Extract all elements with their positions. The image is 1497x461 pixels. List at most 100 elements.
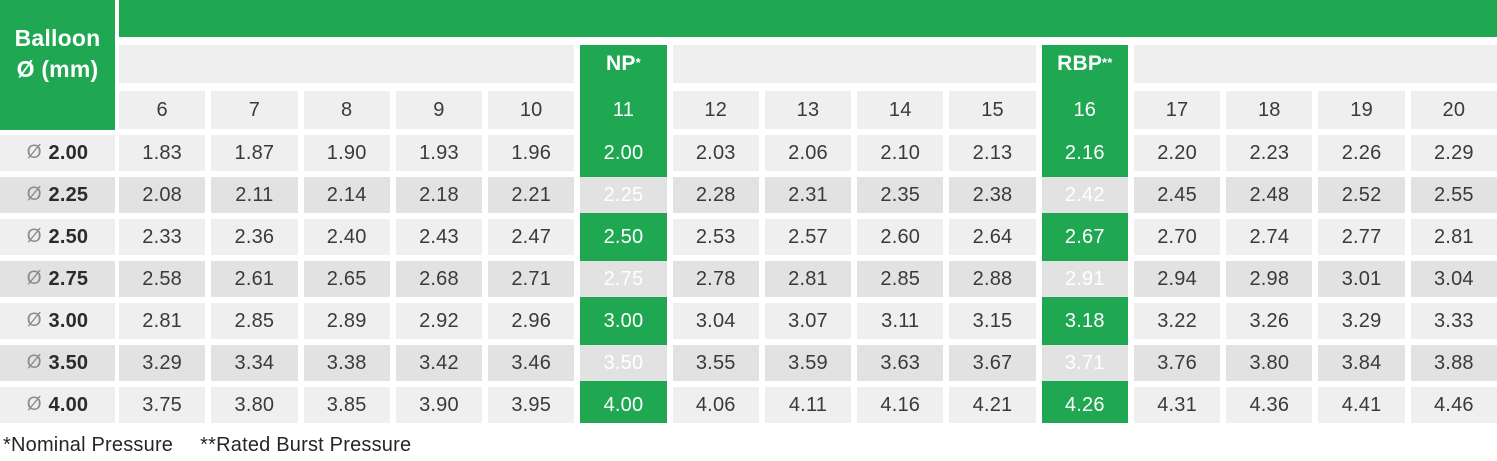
pressure-cell: 2.65 (303, 261, 390, 297)
pressure-cell: 4.31 (1133, 387, 1221, 423)
pressure-cell: 2.33 (119, 219, 206, 255)
pressure-cell-highlighted: 2.00 (603, 141, 644, 164)
pressure-cell: 4.06 (672, 387, 759, 423)
pressure-cell-highlighted: 3.00 (603, 309, 644, 332)
pressure-cell: 2.13 (949, 135, 1036, 171)
pressure-cell: 2.81 (1410, 219, 1497, 255)
pressure-cell-highlighted: 2.42 (1041, 177, 1128, 213)
pressure-cell: 3.85 (303, 387, 390, 423)
table-row: 2.33 2.36 2.40 2.43 2.47 2.50 2.53 2.57 2.60 2.64… (119, 219, 1497, 255)
diameter-symbol: Ø (26, 184, 42, 205)
pressure-cell: 3.80 (211, 387, 298, 423)
pressure-cell: 3.67 (949, 345, 1036, 381)
pressure-cell: 2.53 (672, 219, 759, 255)
pressure-cell: 3.42 (395, 345, 483, 381)
diameter-symbol: Ø (26, 352, 42, 373)
pressure-cell: 3.59 (764, 345, 852, 381)
pressure-cell-highlighted: 3.71 (1041, 345, 1128, 381)
pressure-cell: 3.33 (1410, 303, 1497, 339)
pressure-cell: 4.11 (764, 387, 852, 423)
diameter-value: 2.50 (48, 225, 89, 248)
row-label: Ø 3.50 (0, 345, 115, 381)
pressure-header-cell: 19 (1318, 91, 1405, 129)
pressure-cell: 2.89 (303, 303, 390, 339)
pressure-header-cell: 20 (1410, 91, 1497, 129)
pressure-cell: 2.61 (211, 261, 298, 297)
diameter-symbol: Ø (26, 142, 42, 163)
pressure-cell: 2.70 (1133, 219, 1221, 255)
pressure-cell: 3.55 (672, 345, 759, 381)
diameter-value: 2.00 (48, 141, 89, 164)
pressure-cell: 2.23 (1226, 135, 1313, 171)
pressure-cell: 4.16 (857, 387, 944, 423)
label-row-segment (1133, 45, 1497, 83)
table-row: 2.08 2.11 2.14 2.18 2.21 2.25 2.28 2.31 2.35 2.38… (119, 177, 1497, 213)
diameter-value: 3.50 (48, 351, 89, 374)
pressure-cell-highlighted: 2.67 (1064, 225, 1105, 248)
diameter-value: 2.25 (48, 183, 89, 206)
pressure-cell: 2.21 (488, 177, 575, 213)
pressure-header-cell-highlighted: 16 (1073, 98, 1097, 121)
row-label: Ø 4.00 (0, 387, 115, 423)
pressure-cell: 2.08 (119, 177, 206, 213)
pressure-table-area: NP * RBP ** 6 7 8 9 10 11 12 13 14 15 16 17 18 19 20 1.8… (119, 0, 1497, 461)
pressure-cell-highlighted: 4.00 (603, 393, 644, 416)
diameter-value: 2.75 (48, 267, 89, 290)
pressure-cell: 3.84 (1318, 345, 1405, 381)
pressure-cell: 2.20 (1133, 135, 1221, 171)
pressure-cell: 3.29 (1318, 303, 1405, 339)
label-row-segment (119, 45, 575, 83)
pressure-cell: 2.14 (303, 177, 390, 213)
pressure-cell: 2.10 (857, 135, 944, 171)
pressure-cell: 3.63 (857, 345, 944, 381)
pressure-cell: 4.46 (1410, 387, 1497, 423)
table-row: 2.81 2.85 2.89 2.92 2.96 3.00 3.04 3.07 3.11 3.15… (119, 303, 1497, 339)
pressure-cell-highlighted: 2.25 (580, 177, 667, 213)
balloon-diameter-header: Balloon Ø (mm) (0, 0, 115, 130)
pressure-cell: 3.11 (857, 303, 944, 339)
pressure-cell: 1.90 (303, 135, 390, 171)
pressure-cell: 2.28 (672, 177, 759, 213)
pressure-cell: 2.71 (488, 261, 575, 297)
pressure-cell-highlighted: 3.50 (580, 345, 667, 381)
pressure-cell: 2.43 (395, 219, 483, 255)
pressure-cell: 3.90 (395, 387, 483, 423)
pressure-cell: 2.48 (1226, 177, 1313, 213)
pressure-cell: 2.81 (119, 303, 206, 339)
pressure-cell: 2.52 (1318, 177, 1405, 213)
pressure-cell: 2.60 (857, 219, 944, 255)
pressure-header-cell: 12 (672, 91, 759, 129)
np-label-text: NP (606, 52, 636, 75)
pressure-cell: 4.21 (949, 387, 1036, 423)
pressure-header-cell: 6 (119, 91, 206, 129)
pressure-cell: 2.68 (395, 261, 483, 297)
diameter-symbol: Ø (26, 226, 42, 247)
pressure-cell: 2.78 (672, 261, 759, 297)
pressure-cell: 3.46 (488, 345, 575, 381)
row-labels-column: Ø 2.00 Ø 2.25 Ø 2.50 Ø 2.75 Ø 3.00 Ø 3.50 Ø 4.00 (0, 0, 115, 461)
pressure-cell: 2.92 (395, 303, 483, 339)
pressure-cell: 4.41 (1318, 387, 1405, 423)
np-label: NP * (606, 52, 641, 75)
pressure-cell: 2.58 (119, 261, 206, 297)
table-row: 3.29 3.34 3.38 3.42 3.46 3.50 3.55 3.59 3.63 3.67… (119, 345, 1497, 381)
diameter-value: 4.00 (48, 393, 89, 416)
pressure-cell: 3.88 (1410, 345, 1497, 381)
pressure-cell: 2.85 (857, 261, 944, 297)
pressure-cell: 2.36 (211, 219, 298, 255)
pressure-header-cell: 13 (764, 91, 852, 129)
pressure-header-cell: 8 (303, 91, 390, 129)
pressure-cell: 3.29 (119, 345, 206, 381)
footnotes: *Nominal Pressure **Rated Burst Pressure (3, 434, 411, 457)
pressure-cell: 2.35 (857, 177, 944, 213)
pressure-cell: 2.40 (303, 219, 390, 255)
pressure-header-cell: 17 (1133, 91, 1221, 129)
pressure-cell: 2.96 (488, 303, 575, 339)
footnote-rated-burst-pressure: **Rated Burst Pressure (200, 434, 412, 456)
pressure-cell: 2.03 (672, 135, 759, 171)
pressure-cell: 2.18 (395, 177, 483, 213)
pressure-cell: 3.34 (211, 345, 298, 381)
pressure-cell: 3.01 (1318, 261, 1405, 297)
diameter-value: 3.00 (48, 309, 89, 332)
pressure-cell-highlighted: 2.16 (1064, 141, 1105, 164)
